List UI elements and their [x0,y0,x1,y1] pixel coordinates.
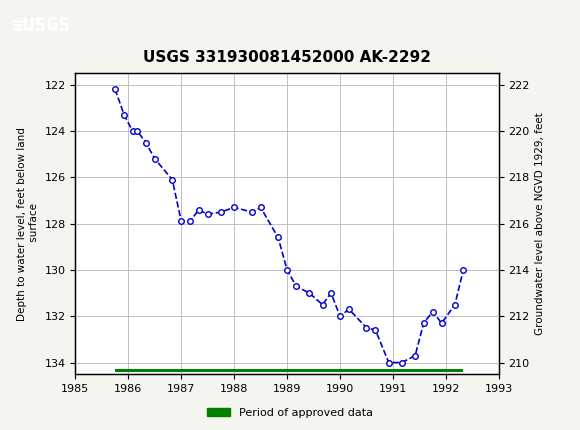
Title: USGS 331930081452000 AK-2292: USGS 331930081452000 AK-2292 [143,50,431,65]
Y-axis label: Groundwater level above NGVD 1929, feet: Groundwater level above NGVD 1929, feet [535,112,545,335]
Y-axis label: Depth to water level, feet below land
 surface: Depth to water level, feet below land su… [17,127,39,320]
Legend: Period of approved data: Period of approved data [203,403,377,422]
Text: ≋USGS: ≋USGS [12,16,70,35]
Bar [115,369,463,372]
